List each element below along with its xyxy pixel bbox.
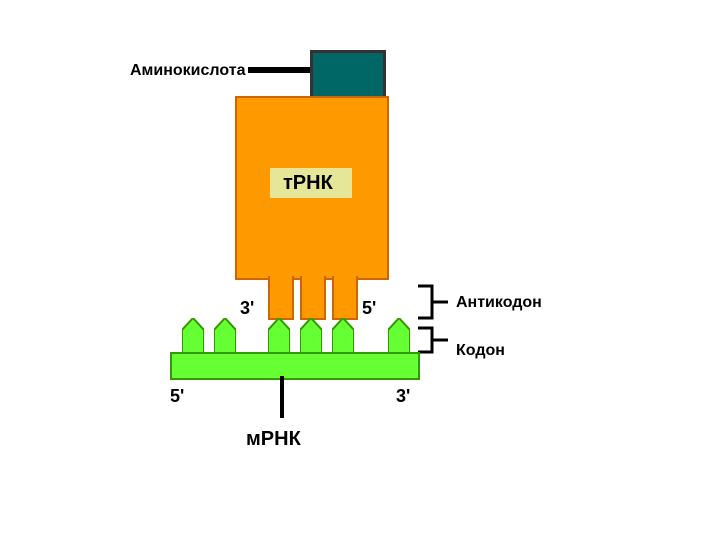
codon-bracket <box>418 326 450 354</box>
anticodon-label: Антикодон <box>456 294 542 312</box>
amino-acid-connector <box>248 67 310 73</box>
anticodon-tooth <box>332 276 358 320</box>
amino-acid-box <box>310 50 386 102</box>
anticodon-tooth <box>268 276 294 320</box>
five-prime-top-label: 5' <box>362 298 376 319</box>
anticodon-bracket <box>418 284 450 320</box>
codon-label: Кодон <box>456 342 505 360</box>
mrna-bar <box>170 352 420 380</box>
mrna-nucleotide <box>214 318 236 356</box>
anticodon-tooth <box>300 276 326 320</box>
mrna-nucleotide <box>300 318 322 356</box>
mrna-pointer <box>280 376 284 418</box>
three-prime-top-label: 3' <box>240 298 254 319</box>
five-prime-bottom-label: 5' <box>170 386 184 407</box>
mrna-nucleotide <box>388 318 410 356</box>
mrna-label: мРНК <box>246 428 301 451</box>
mrna-nucleotide <box>268 318 290 356</box>
trna-label: тРНК <box>283 172 333 195</box>
three-prime-bottom-label: 3' <box>396 386 410 407</box>
mrna-nucleotide <box>332 318 354 356</box>
mrna-nucleotide <box>182 318 204 356</box>
amino-acid-label: Аминокислота <box>130 62 245 80</box>
